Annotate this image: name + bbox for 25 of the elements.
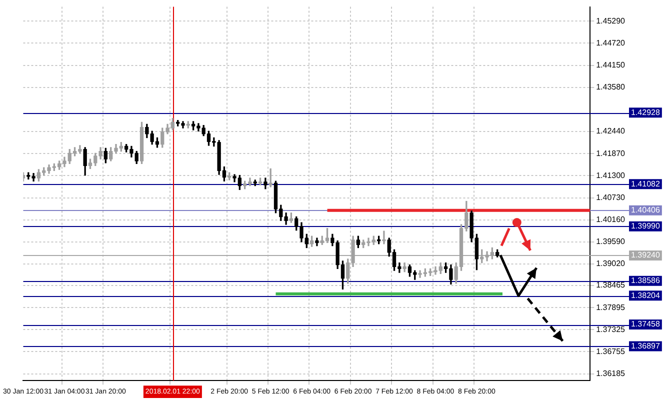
ref-line-label: 1.40406 xyxy=(631,206,660,215)
y-tick-label: 1.39020 xyxy=(596,259,626,268)
y-tick-label: 1.41300 xyxy=(596,170,626,180)
y-tick-label: 1.43580 xyxy=(596,82,626,92)
ref-line-label: 1.41082 xyxy=(631,179,660,188)
y-tick-label: 1.44150 xyxy=(596,60,626,70)
ref-line-label: 1.37458 xyxy=(631,320,660,329)
y-tick-label: 1.41870 xyxy=(596,148,626,158)
ref-line-label: 1.38204 xyxy=(631,290,660,300)
ref-line-label: 1.38586 xyxy=(631,276,660,286)
y-tick-label: 1.36755 xyxy=(596,346,626,356)
y-tick-label: 1.38465 xyxy=(596,280,626,290)
ref-line-label: 1.42928 xyxy=(631,108,660,117)
ref-line-label: 1.39990 xyxy=(631,222,660,231)
y-tick-label: 1.37895 xyxy=(596,302,626,312)
y-tick-label: 1.37325 xyxy=(596,324,626,334)
y-tick-label: 1.45290 xyxy=(596,16,626,26)
y-tick-label: 1.44720 xyxy=(596,38,626,48)
y-tick-label: 1.39590 xyxy=(596,237,626,246)
ref-line-label: 1.39240 xyxy=(631,250,660,260)
y-tick-label: 1.40160 xyxy=(596,215,626,224)
ref-line-label: 1.36897 xyxy=(631,341,660,350)
y-tick-label: 1.42440 xyxy=(596,126,626,136)
y-tick-label: 1.36185 xyxy=(596,369,626,378)
y-tick-label: 1.40730 xyxy=(596,192,626,202)
